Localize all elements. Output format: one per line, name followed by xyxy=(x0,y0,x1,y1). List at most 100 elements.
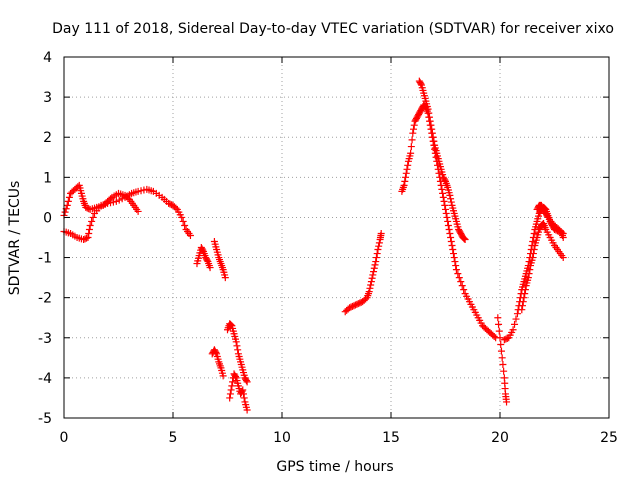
series-arc-13 xyxy=(518,219,567,314)
data-point xyxy=(227,321,235,329)
series-arc-5 xyxy=(208,346,227,380)
data-point xyxy=(520,294,528,302)
data-point xyxy=(440,197,448,205)
data-point xyxy=(454,270,462,278)
data-point xyxy=(172,204,180,212)
data-point xyxy=(85,225,93,233)
data-point xyxy=(449,250,457,258)
data-point xyxy=(452,262,460,270)
y-tick-label: 0 xyxy=(43,210,52,226)
data-point xyxy=(519,298,527,306)
data-point xyxy=(526,266,534,274)
data-point xyxy=(221,274,229,282)
data-point xyxy=(375,242,383,250)
data-point xyxy=(231,373,239,381)
data-point xyxy=(460,235,468,243)
data-point xyxy=(374,246,382,254)
data-point xyxy=(448,242,456,250)
data-point xyxy=(203,256,211,264)
data-point xyxy=(226,320,234,328)
data-point xyxy=(509,326,517,334)
data-point xyxy=(498,354,506,362)
x-tick-label: 5 xyxy=(169,430,178,446)
data-point xyxy=(199,246,207,254)
data-point xyxy=(233,342,241,350)
data-point xyxy=(88,217,96,225)
data-point xyxy=(239,386,247,394)
data-point xyxy=(226,394,234,402)
x-tick-label: 20 xyxy=(491,430,509,446)
series-arc-3 xyxy=(193,244,214,272)
data-point xyxy=(503,398,511,406)
data-point xyxy=(447,238,455,246)
data-point xyxy=(427,121,435,129)
data-point xyxy=(439,189,447,197)
y-tick-label: -5 xyxy=(38,411,52,427)
data-point xyxy=(402,169,410,177)
series-arc-1 xyxy=(60,185,194,244)
series-arc-10 xyxy=(415,77,469,244)
data-point xyxy=(425,109,433,117)
data-point xyxy=(369,271,377,279)
y-axis-label: SDTVAR / TECUs xyxy=(7,181,23,296)
data-point xyxy=(439,193,447,201)
y-tick-label: 2 xyxy=(43,130,52,146)
data-point xyxy=(403,165,411,173)
data-point xyxy=(370,268,378,276)
x-axis-label: GPS time / hours xyxy=(276,459,393,475)
data-point xyxy=(447,195,455,203)
data-point xyxy=(521,290,529,298)
data-point xyxy=(63,201,71,209)
data-point xyxy=(490,332,498,340)
data-point xyxy=(372,254,380,262)
data-point xyxy=(107,195,115,203)
data-point xyxy=(446,191,454,199)
data-point xyxy=(370,264,378,272)
data-point xyxy=(407,149,415,157)
data-point xyxy=(83,234,91,242)
data-point xyxy=(428,129,436,137)
y-tick-label: -1 xyxy=(38,251,52,267)
data-point xyxy=(372,258,380,266)
data-point xyxy=(226,390,234,398)
data-point xyxy=(371,261,379,269)
data-point xyxy=(417,80,425,88)
data-point xyxy=(424,105,432,113)
data-point xyxy=(442,209,450,217)
data-point xyxy=(186,231,194,239)
data-point xyxy=(426,117,434,125)
data-point xyxy=(451,258,459,266)
series-arc-7 xyxy=(226,370,251,414)
y-tick-label: 4 xyxy=(43,50,52,66)
x-tick-label: 25 xyxy=(600,430,618,446)
data-point xyxy=(430,137,438,145)
data-point xyxy=(179,217,187,225)
data-point xyxy=(495,327,503,335)
series-arc-14 xyxy=(533,201,567,241)
x-tick-label: 15 xyxy=(382,430,400,446)
data-points xyxy=(60,77,567,414)
data-point xyxy=(404,161,412,169)
data-point xyxy=(524,274,532,282)
data-point xyxy=(239,390,247,398)
y-tick-label: -3 xyxy=(38,331,52,347)
data-point xyxy=(497,340,505,348)
data-point xyxy=(450,254,458,262)
data-point xyxy=(529,254,537,262)
data-point xyxy=(64,197,72,205)
data-point xyxy=(444,217,452,225)
data-point xyxy=(529,250,537,258)
data-point xyxy=(530,246,538,254)
chart-title: Day 111 of 2018, Sidereal Day-to-day VTE… xyxy=(52,21,614,37)
data-point xyxy=(243,378,251,386)
data-point xyxy=(410,125,418,133)
data-point xyxy=(375,239,383,247)
x-tick-label: 0 xyxy=(60,430,69,446)
data-point xyxy=(442,205,449,213)
data-point xyxy=(366,284,374,292)
data-point xyxy=(455,274,463,282)
data-point xyxy=(512,315,520,323)
data-point xyxy=(229,378,237,386)
data-point xyxy=(65,193,73,201)
